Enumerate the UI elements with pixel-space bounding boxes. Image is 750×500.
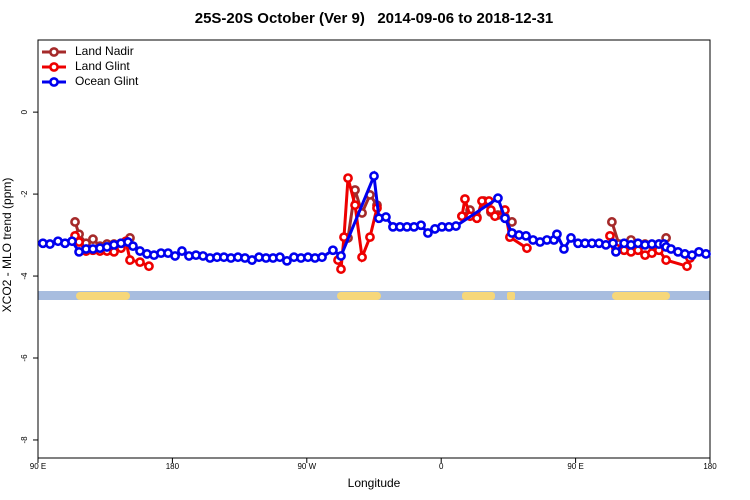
data-point — [521, 230, 531, 241]
y-tick-label: -2 — [20, 190, 29, 198]
x-tick-label: 90 E — [30, 462, 46, 471]
data-point — [552, 229, 562, 240]
data-point — [125, 255, 135, 265]
x-tick-label: 180 — [703, 462, 717, 471]
land-patch — [462, 292, 495, 300]
data-point — [559, 244, 569, 254]
data-point — [451, 221, 461, 231]
data-point — [170, 251, 180, 261]
data-point — [682, 261, 692, 272]
data-point — [423, 228, 433, 238]
data-point — [522, 243, 532, 254]
data-point — [128, 241, 138, 252]
data-point — [369, 171, 379, 181]
data-point — [381, 212, 391, 222]
y-tick-label: -6 — [20, 354, 29, 362]
y-tick-label: -8 — [20, 436, 29, 444]
data-point — [493, 193, 503, 204]
data-point — [177, 246, 187, 256]
data-point — [350, 200, 360, 211]
data-point — [317, 252, 327, 263]
data-point — [460, 194, 470, 204]
data-point — [135, 257, 145, 268]
legend-marker — [49, 62, 59, 72]
data-point — [144, 261, 154, 272]
x-tick-label: 180 — [166, 462, 180, 471]
land-patch — [612, 292, 670, 300]
plot-frame — [37, 39, 711, 459]
data-point — [471, 213, 482, 224]
series — [70, 173, 695, 274]
land-patch — [507, 292, 515, 300]
data-point — [611, 246, 621, 257]
data-point — [416, 220, 426, 231]
data-point — [336, 264, 346, 274]
data-point — [67, 236, 77, 247]
legend-label: Land Glint — [75, 59, 130, 73]
data-point — [365, 232, 375, 243]
data-point — [566, 233, 576, 243]
legend-label: Ocean Glint — [75, 74, 139, 88]
data-point — [275, 252, 285, 263]
land-patch — [337, 292, 381, 300]
y-axis-label: XCO2 - MLO trend (ppm) — [0, 178, 14, 313]
data-point — [608, 238, 618, 249]
data-point — [282, 255, 292, 266]
map-strip — [38, 291, 710, 300]
data-point — [357, 252, 367, 263]
chart-title: 25S-20S October (Ver 9) 2014-09-06 to 20… — [195, 10, 554, 27]
data-point — [606, 217, 617, 227]
series — [38, 170, 711, 266]
y-tick-label: -4 — [20, 272, 29, 280]
y-tick-label: 0 — [20, 109, 29, 114]
x-tick-label: 90 W — [297, 462, 316, 471]
x-axis-label: Longitude — [348, 476, 401, 490]
data-point — [328, 245, 338, 256]
legend-label: Land Nadir — [75, 44, 134, 58]
legend-marker — [49, 47, 59, 57]
data-point — [88, 234, 98, 245]
data-point — [500, 213, 510, 224]
data-point — [343, 173, 353, 184]
data-point — [701, 249, 711, 259]
data-point — [336, 251, 346, 261]
legend-marker — [49, 77, 59, 87]
x-tick-label: 0 — [439, 462, 444, 471]
data-point — [661, 255, 671, 265]
x-tick-label: 90 E — [567, 462, 583, 471]
land-patch — [76, 292, 130, 300]
data-point — [70, 217, 80, 227]
data-point — [490, 211, 500, 222]
data-point — [45, 239, 55, 249]
